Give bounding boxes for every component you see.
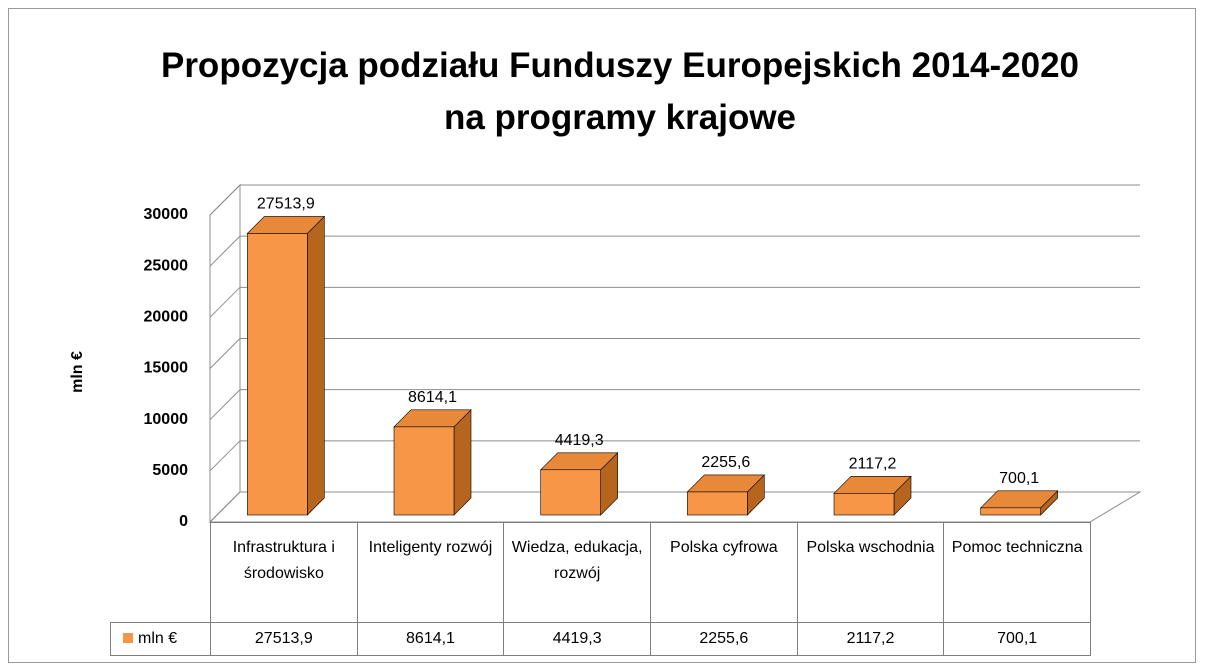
- table-category: Polska wschodnia: [796, 522, 945, 623]
- y-tick-label: 20000: [144, 309, 189, 326]
- bar-front: [833, 493, 895, 516]
- bar-front: [687, 491, 748, 516]
- y-tick-label: 30000: [144, 206, 189, 223]
- y-axis-label: mln €: [69, 351, 86, 393]
- table-value: 8614,1: [356, 622, 505, 656]
- table-category: Wiedza, edukacja, rozwój: [503, 522, 651, 623]
- legend-label: mln €: [138, 630, 178, 647]
- bar-side: [453, 409, 472, 516]
- table-value: 2117,2: [796, 622, 945, 656]
- chart-title: Propozycja podziału Funduszy Europejskic…: [160, 46, 1080, 137]
- bar-front: [540, 469, 601, 516]
- y-tick-label: 0: [179, 513, 188, 530]
- table-value: 27513,9: [210, 622, 358, 656]
- data-label: 4419,3: [555, 432, 604, 449]
- legend-swatch: [123, 633, 133, 643]
- table-value: 700,1: [943, 622, 1091, 656]
- grid-line: [209, 184, 1140, 216]
- y-tick-label: 5000: [152, 462, 188, 479]
- grid-line: [209, 235, 1140, 267]
- grid-line: [209, 440, 1140, 472]
- table-category: Inteligenty rozwój: [356, 522, 505, 623]
- bar: [539, 452, 619, 516]
- chart-frame: [8, 8, 1196, 663]
- data-label: 27513,9: [257, 196, 315, 213]
- bar: [393, 409, 472, 516]
- bar: [686, 474, 766, 516]
- y-tick-label: 10000: [144, 411, 189, 428]
- data-label: 8614,1: [408, 389, 457, 406]
- bar-side: [307, 215, 325, 516]
- data-label: 2117,2: [849, 456, 897, 473]
- table-category: Infrastruktura i środowisko: [210, 522, 358, 623]
- data-label: 700,1: [999, 470, 1039, 487]
- data-label: 2255,6: [701, 454, 750, 471]
- grid-line: [209, 338, 1140, 369]
- y-tick-label: 15000: [144, 360, 189, 377]
- bar-front: [393, 426, 455, 516]
- y-tick-label: 25000: [144, 257, 189, 274]
- bar-front: [247, 233, 308, 516]
- legend-cell: mln €: [110, 622, 211, 656]
- grid-line: [209, 286, 1140, 318]
- table-value: 2255,6: [650, 622, 798, 656]
- bar: [833, 475, 912, 516]
- table-value: 4419,3: [503, 622, 651, 656]
- table-category: Polska cyfrowa: [650, 522, 798, 623]
- table-category: Pomoc techniczna: [943, 522, 1091, 623]
- bar: [246, 215, 326, 516]
- grid-line: [209, 389, 1140, 421]
- bar: [979, 490, 1059, 516]
- bar-front: [980, 507, 1041, 516]
